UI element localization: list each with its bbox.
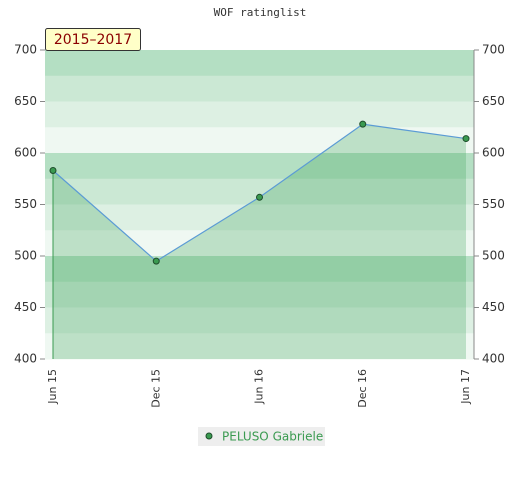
legend-box	[198, 427, 325, 446]
y2-tick-label: 550	[482, 197, 505, 211]
x-tick-label: Jun 17	[459, 369, 472, 405]
y-tick-label: 550	[14, 197, 37, 211]
area	[53, 124, 466, 359]
plot-band	[45, 256, 474, 283]
x-tick-label: Dec 15	[149, 369, 162, 408]
marker	[152, 257, 160, 265]
legend: PELUSO Gabriele	[198, 427, 325, 446]
y2-tick-label: 400	[482, 352, 505, 366]
y2-tick-label: 700	[482, 43, 505, 57]
legend-marker	[205, 432, 213, 440]
y2-tick-label: 650	[482, 94, 505, 108]
y2-tick-label: 450	[482, 300, 505, 314]
legend-label: PELUSO Gabriele	[222, 430, 323, 444]
plot-band	[45, 153, 474, 180]
plot-band	[45, 50, 474, 77]
y-tick-label: 700	[14, 43, 37, 57]
marker	[359, 120, 367, 128]
badge-box	[45, 28, 141, 51]
plot-band	[45, 333, 474, 360]
plot-band	[45, 307, 474, 334]
plot-band	[45, 281, 474, 308]
y-tick-label: 500	[14, 249, 37, 263]
y-tick-label: 650	[14, 94, 37, 108]
plot-band	[45, 75, 474, 102]
chart-title: WOF ratinglist	[214, 6, 307, 19]
y-tick-label: 600	[14, 146, 37, 160]
y-tick-label: 400	[14, 352, 37, 366]
x-tick-label: Jun 16	[253, 369, 266, 405]
marker	[462, 135, 470, 143]
marker	[256, 193, 263, 201]
plot-band	[45, 230, 474, 257]
plot-band	[45, 101, 474, 128]
y2-tick-label: 500	[482, 249, 505, 263]
marker	[49, 167, 57, 175]
y2-tick-label: 600	[482, 146, 505, 160]
y-tick-label: 450	[14, 300, 37, 314]
x-tick-label: Dec 16	[356, 369, 369, 408]
x-tick-label: Jun 15	[46, 369, 59, 405]
badge: 2015–2017	[54, 32, 132, 48]
plot-band	[45, 127, 474, 154]
